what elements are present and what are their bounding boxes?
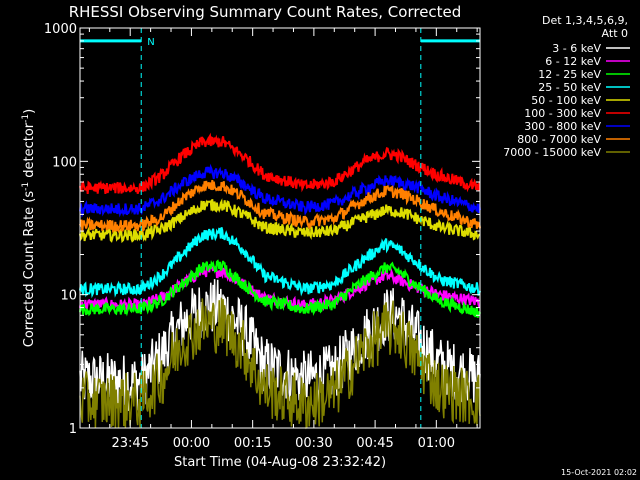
y-tick-label: 1000 (44, 22, 77, 37)
series-layer (79, 132, 481, 430)
axis-layer: 1 10 100 1000 23:45 00:00 00:15 00:30 00:45 01:00 (44, 22, 480, 451)
legend-header-1: Det 1,3,4,5,6,9, (542, 14, 628, 27)
generation-timestamp: 15-Oct-2021 02:02 (561, 468, 637, 477)
series-line-50-100-kev (79, 198, 481, 244)
x-tick-label: 00:30 (295, 436, 332, 451)
y-tick-label: 100 (52, 155, 77, 170)
legend-label-25-50-kev: 25 - 50 keV (538, 81, 601, 94)
y-axis-label-part3: ) (22, 109, 37, 114)
x-tick-label: 00:45 (356, 436, 393, 451)
legend-label-6-12-kev: 6 - 12 keV (545, 55, 601, 68)
series-line-25-50-kev (79, 227, 481, 299)
legend-label-300-800-kev: 300 - 800 keV (524, 120, 601, 133)
y-axis-label-sup1: -1 (21, 182, 31, 191)
y-tick-label: 10 (60, 289, 77, 304)
plot-area: N 1 10 100 1000 23:45 00:00 00:15 00:30 00:45 01:… (44, 22, 481, 451)
legend-label-12-25-kev: 12 - 25 keV (538, 68, 601, 81)
x-tick-label: 00:15 (234, 436, 271, 451)
x-tick-label: 00:00 (173, 436, 210, 451)
series-line-100-300-kev (79, 132, 481, 195)
x-tick-label: 01:00 (418, 436, 455, 451)
series-line-7000-15000-kev (79, 297, 481, 430)
series-line-3-6-kev (79, 279, 481, 411)
plot-frame (79, 27, 481, 429)
y-axis-label-sup2: -1 (21, 114, 31, 123)
series-line-12-25-kev (79, 259, 481, 318)
chart-title: RHESSI Observing Summary Count Rates, Co… (69, 3, 462, 21)
y-axis-label: Corrected Count Rate (s-1 detector-1) (21, 109, 37, 347)
night-label: N (147, 37, 154, 48)
x-tick-label: 23:45 (111, 436, 148, 451)
legend-label-50-100-kev: 50 - 100 keV (531, 94, 601, 107)
y-tick-label: 1 (69, 422, 77, 437)
series-line-300-800-kev (79, 163, 481, 218)
legend-header-2: Att 0 (602, 27, 628, 40)
legend-label-3-6-kev: 3 - 6 keV (552, 42, 601, 55)
x-axis-label: Start Time (04-Aug-08 23:32:42) (174, 455, 386, 470)
y-axis-label-part2: detector (22, 122, 37, 182)
series-line-800-7000-kev (79, 180, 481, 234)
y-axis-label-part1: Corrected Count Rate (s (22, 191, 37, 348)
legend-label-7000-15000-kev: 7000 - 15000 keV (503, 146, 601, 159)
legend-label-100-300-kev: 100 - 300 keV (524, 107, 601, 120)
legend-label-800-7000-kev: 800 - 7000 keV (517, 133, 601, 146)
